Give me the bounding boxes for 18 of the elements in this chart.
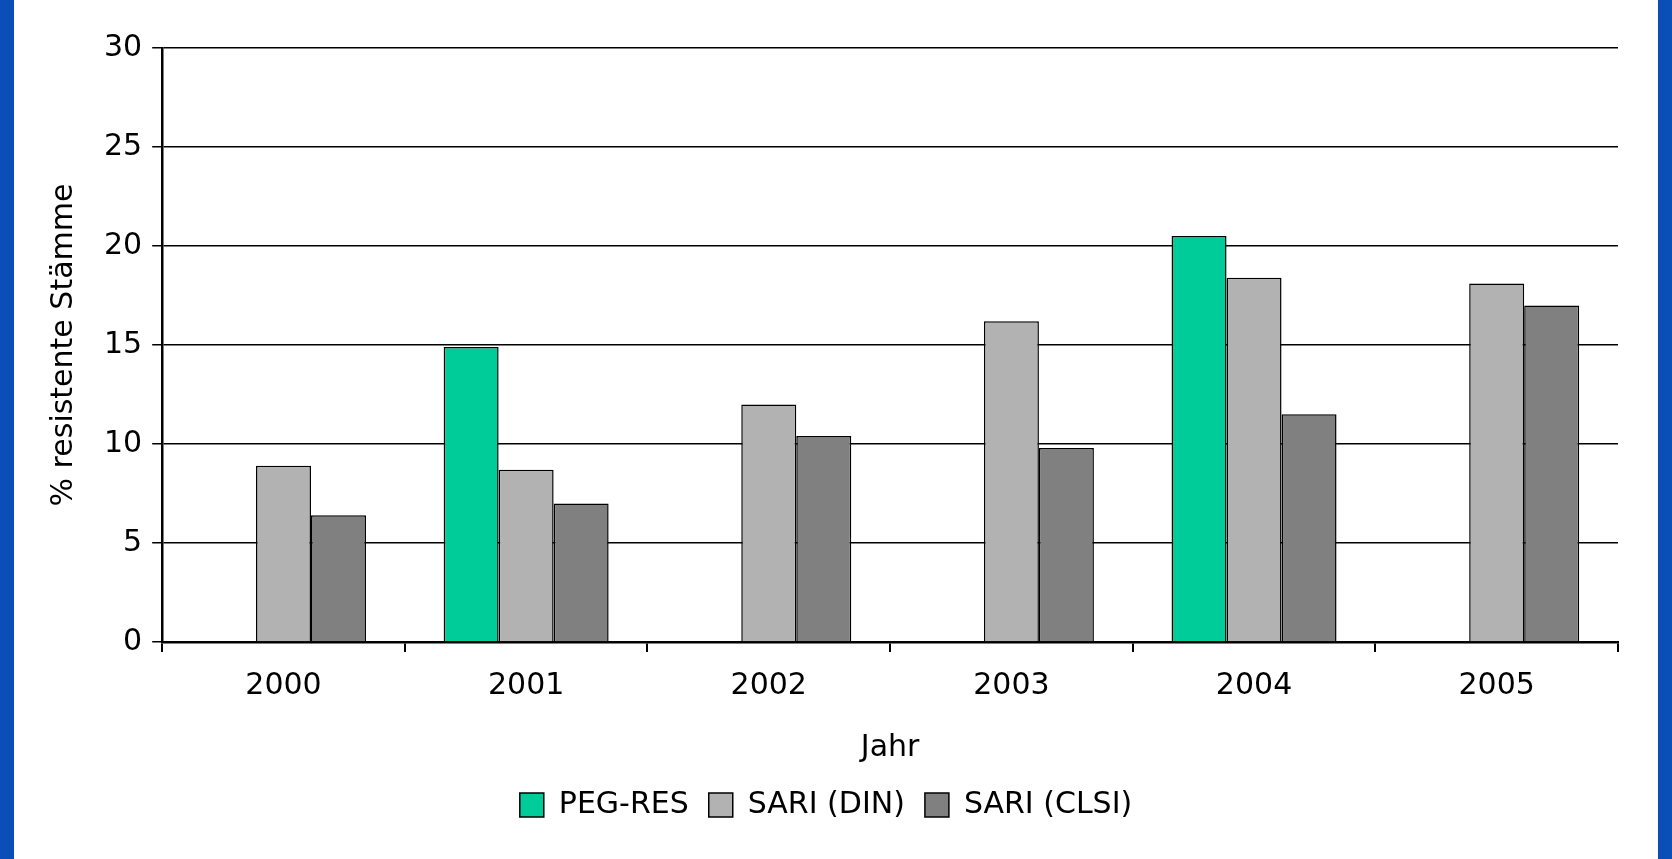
y-tick-label: 20 bbox=[103, 225, 143, 261]
y-tick-label: 5 bbox=[123, 522, 143, 558]
y-tick-label: 0 bbox=[123, 621, 143, 657]
y-tick-label: 25 bbox=[103, 126, 143, 162]
x-tick-label: 2003 bbox=[973, 665, 1050, 701]
x-tick-label: 2001 bbox=[487, 665, 565, 701]
legend-label: PEG-RES bbox=[558, 784, 689, 820]
y-axis-title: % resistente Stämme bbox=[43, 183, 79, 507]
legend-label: SARI (DIN) bbox=[747, 784, 905, 820]
x-tick-label: 2000 bbox=[245, 665, 322, 701]
legend-label: SARI (CLSI) bbox=[963, 784, 1133, 820]
y-tick-label: 30 bbox=[103, 27, 143, 63]
y-tick-label: 10 bbox=[103, 423, 143, 459]
x-tick-label: 2002 bbox=[730, 665, 807, 701]
y-tick-label: 15 bbox=[103, 324, 143, 360]
x-tick-label: 2004 bbox=[1215, 665, 1293, 701]
x-tick-label: 2005 bbox=[1458, 665, 1535, 701]
x-axis-title: Jahr bbox=[858, 727, 921, 763]
